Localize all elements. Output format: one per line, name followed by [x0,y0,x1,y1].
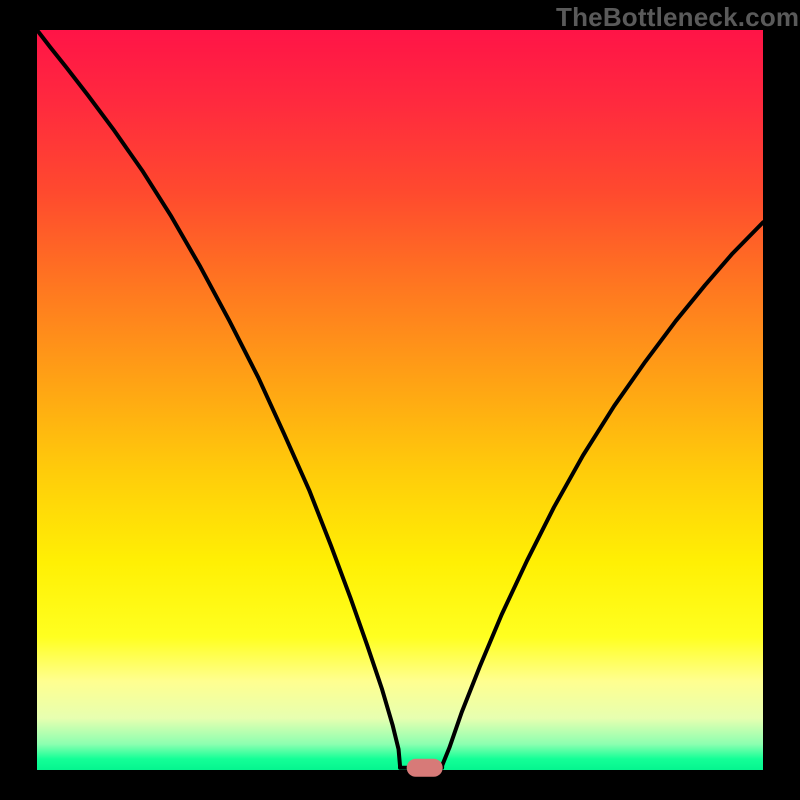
plot-background [37,30,763,770]
optimal-point-marker [407,759,443,777]
chart-svg [0,0,800,800]
watermark-text: TheBottleneck.com [556,2,799,33]
chart-stage: TheBottleneck.com [0,0,800,800]
